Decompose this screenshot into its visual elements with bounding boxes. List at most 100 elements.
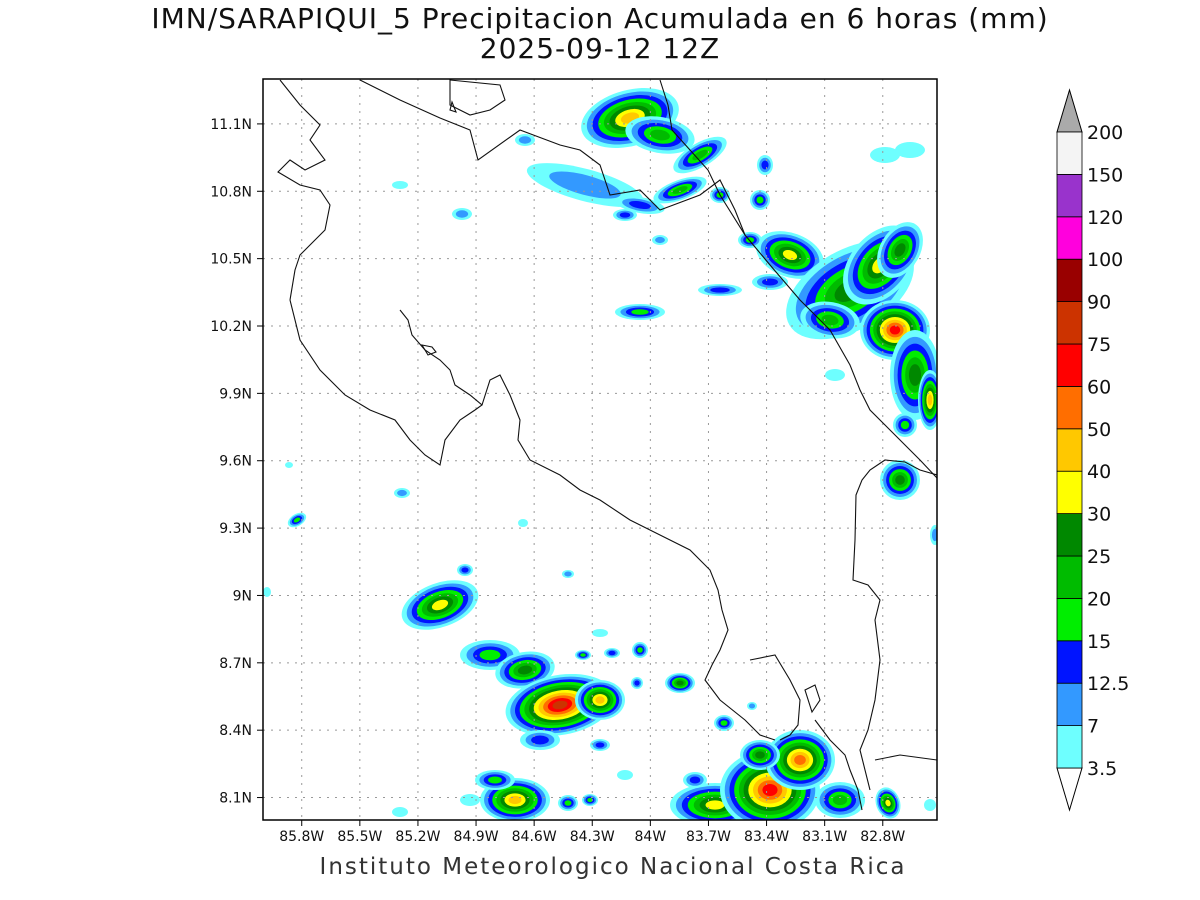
colorbar-swatch (1056, 555, 1083, 599)
colorbar-label: 60 (1087, 376, 1111, 398)
precip-band (710, 287, 730, 293)
precip-band (431, 599, 449, 611)
colorbar-swatch (1056, 385, 1083, 430)
precip-band (650, 129, 670, 141)
precip-band (900, 420, 910, 430)
precip-band (595, 742, 605, 748)
lat-tick-label: 10.8N (210, 184, 252, 200)
colorbar-swatch (1056, 640, 1083, 684)
precip-band (263, 587, 271, 597)
precip-band (637, 647, 643, 653)
lon-tick-label: 83.7W (686, 829, 731, 845)
precip-band (794, 755, 806, 765)
lat-tick-label: 11.1N (210, 117, 252, 133)
precip-band (564, 571, 572, 577)
precip-band (927, 394, 933, 406)
lat-tick-label: 9.6N (219, 454, 252, 470)
precip-band (552, 700, 568, 710)
precip-band (619, 212, 631, 218)
precip-band (908, 364, 922, 386)
precip-band (762, 278, 778, 286)
colorbar-label: 75 (1087, 334, 1111, 356)
precip-band (689, 776, 701, 784)
precip-band (761, 160, 769, 170)
colorbar-label: 25 (1087, 546, 1111, 568)
map-subtitle: 2025-09-12 12Z (479, 32, 721, 65)
precip-band (517, 665, 533, 675)
precip-band (592, 629, 608, 637)
lon-tick-label: 85.5W (337, 829, 382, 845)
precip-band (580, 653, 586, 657)
colorbar-label: 90 (1087, 292, 1111, 314)
precip-band (821, 314, 839, 326)
lon-tick-label: 83.1W (802, 829, 847, 845)
precip-band (870, 147, 900, 163)
precipitation-field (263, 88, 937, 820)
lat-tick-label: 8.7N (219, 656, 252, 672)
colorbar-swatch (1056, 428, 1083, 472)
precip-band (392, 181, 408, 189)
precip-band (756, 196, 764, 204)
colorbar-label: 120 (1087, 207, 1123, 229)
precip-band (895, 475, 905, 485)
colorbar-arrow-top (1056, 88, 1083, 133)
precip-band (631, 309, 649, 315)
precip-band (564, 800, 572, 806)
colorbar-arrow-bottom (1056, 767, 1083, 812)
precip-band (924, 799, 936, 811)
precip-band (655, 236, 665, 244)
colorbar-label: 7 (1087, 716, 1099, 738)
colorbar-swatch (1056, 173, 1083, 218)
colorbar-label: 50 (1087, 419, 1111, 441)
precip-band (885, 799, 891, 807)
precip-band (748, 703, 756, 709)
precip-band (293, 517, 301, 523)
precip-band (460, 794, 480, 806)
precip-band (531, 735, 549, 745)
precip-band (629, 201, 651, 209)
colorbar-swatch (1056, 470, 1083, 515)
colorbar-swatch (1056, 682, 1083, 727)
precip-band (595, 696, 605, 704)
precip-band (782, 249, 798, 261)
lon-tick-label: 85.8W (279, 829, 324, 845)
precip-band (285, 462, 293, 468)
precip-band (455, 210, 469, 218)
precip-band (479, 649, 501, 661)
colorbar-swatch (1056, 598, 1083, 642)
precipitation-legend: 3.5 7 12.5 15 20 25 30 40 50 60 75 90 100 120 150 200 (1056, 88, 1129, 812)
lat-tick-label: 9.3N (219, 521, 252, 537)
precip-band (720, 720, 728, 726)
precip-band (705, 800, 725, 810)
lat-tick-label: 8.1N (219, 791, 252, 807)
colorbar-label: 100 (1087, 249, 1123, 271)
lat-tick-label: 10.2N (210, 319, 252, 335)
colorbar-label: 20 (1087, 588, 1111, 610)
precip-band (587, 797, 593, 803)
map-title: IMN/SARAPIQUI_5 Precipitacion Acumulada … (151, 2, 1049, 35)
lon-tick-label: 83.4W (744, 829, 789, 845)
colorbar-label: 150 (1087, 164, 1123, 186)
coastline-borders (277, 79, 937, 811)
precip-band (488, 776, 502, 784)
colorbar-label: 12.5 (1087, 673, 1129, 695)
lat-tick-label: 9.9N (219, 386, 252, 402)
precip-band (617, 770, 633, 780)
precip-band (832, 794, 848, 806)
colorbar-label: 30 (1087, 504, 1111, 526)
precip-band (549, 171, 621, 199)
precip-band (825, 369, 845, 381)
lon-tick-label: 85.2W (395, 829, 440, 845)
precip-band (518, 136, 532, 144)
colorbar-label: 15 (1087, 631, 1111, 653)
precip-band (392, 807, 408, 817)
colorbar-swatch (1056, 216, 1083, 260)
precip-band (762, 783, 778, 797)
lat-tick-label: 8.4N (219, 723, 252, 739)
colorbar-swatch (1056, 725, 1083, 769)
lat-lon-grid (263, 79, 937, 820)
colorbar-swatch (1056, 343, 1083, 387)
colorbar-swatch (1056, 258, 1083, 303)
colorbar-label: 40 (1087, 461, 1111, 483)
